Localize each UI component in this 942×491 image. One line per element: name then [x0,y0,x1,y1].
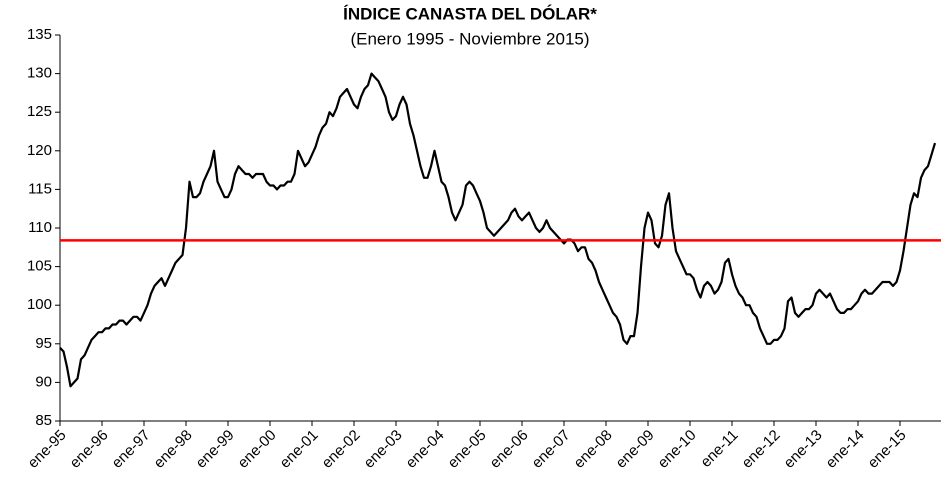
x-tick-label: ene-15 [865,427,910,472]
x-tick-label: ene-04 [403,427,448,472]
x-tick-label: ene-99 [193,427,238,472]
y-tick-label: 90 [35,373,52,390]
x-tick-label: ene-05 [445,427,490,472]
x-tick-label: ene-95 [25,427,70,472]
x-tick-label: ene-06 [487,427,532,472]
x-tick-label: ene-97 [109,427,154,472]
x-tick-label: ene-14 [823,427,868,472]
y-tick-label: 130 [27,65,52,82]
y-tick-label: 100 [27,296,52,313]
x-tick-label: ene-07 [529,427,574,472]
x-tick-label: ene-01 [277,427,322,472]
x-tick-label: ene-11 [697,427,741,471]
x-tick-label: ene-10 [655,427,700,472]
x-tick-label: ene-12 [739,427,784,472]
x-tick-label: ene-09 [613,427,658,472]
y-tick-label: 120 [27,142,52,159]
y-tick-label: 95 [35,335,52,352]
x-tick-label: ene-13 [781,427,826,472]
chart-title: ÍNDICE CANASTA DEL DÓLAR* [343,4,597,23]
x-tick-label: ene-96 [67,427,112,472]
x-tick-label: ene-98 [151,427,196,472]
x-tick-label: ene-02 [319,427,364,472]
y-tick-label: 85 [35,412,52,429]
y-tick-label: 115 [28,180,52,197]
y-tick-label: 110 [28,219,52,236]
x-tick-label: ene-03 [361,427,406,472]
x-tick-label: ene-00 [235,427,280,472]
y-tick-label: 135 [27,26,52,43]
x-tick-label: ene-08 [571,427,616,472]
chart-subtitle: (Enero 1995 - Noviembre 2015) [350,29,589,48]
y-tick-label: 125 [27,103,52,120]
y-tick-label: 105 [27,258,52,275]
data-line [59,72,937,388]
